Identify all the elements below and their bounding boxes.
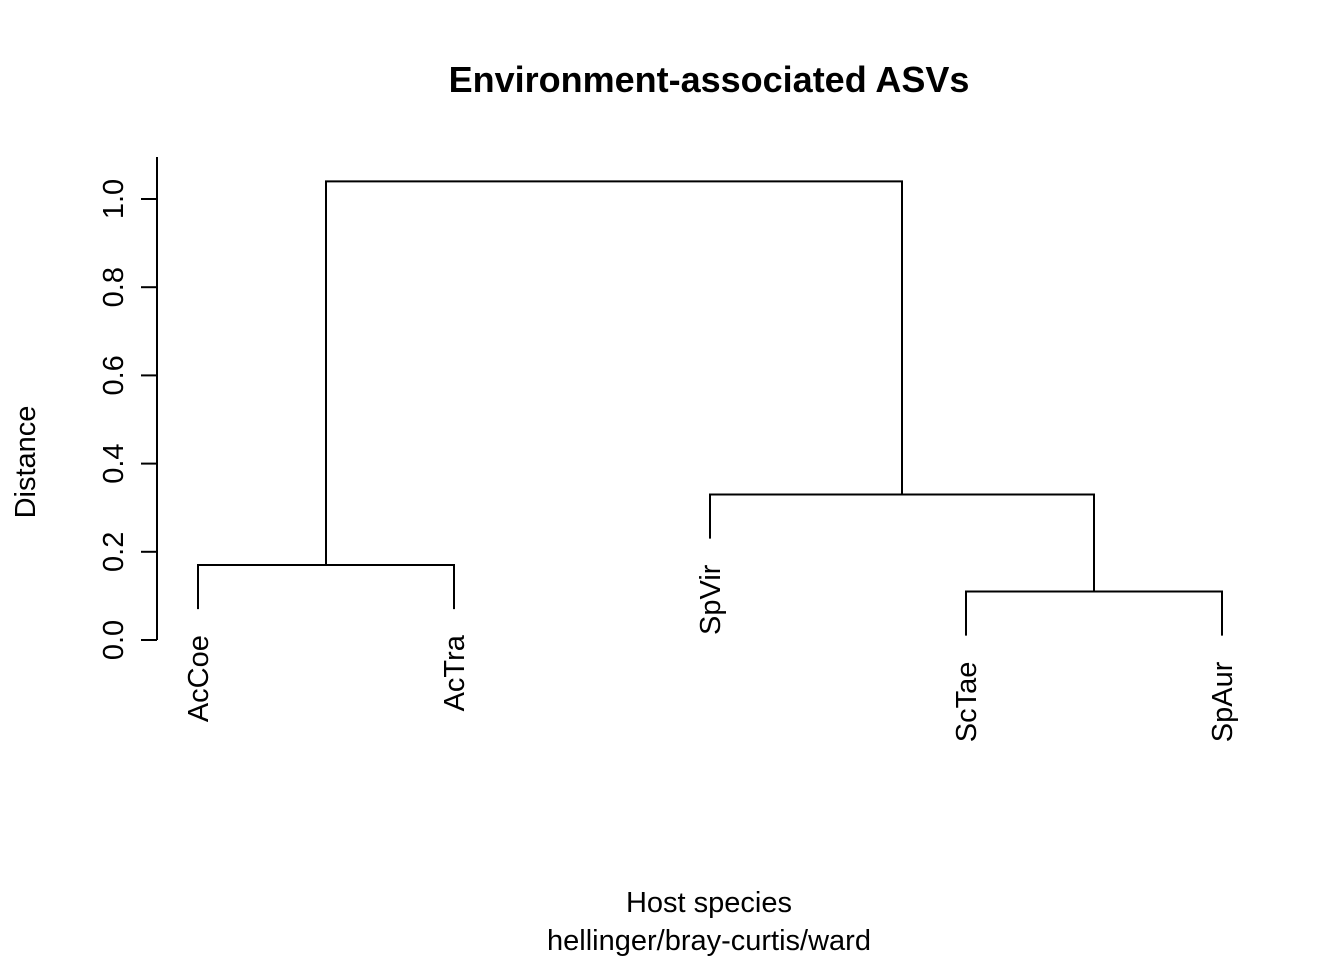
leaf-labels: AcCoe AcTra SpVir ScTae SpAur — [183, 564, 1239, 742]
y-tick-label: 0.4 — [98, 443, 130, 483]
y-tick-label: 0.2 — [98, 532, 130, 572]
dendrogram-merge — [197, 564, 455, 610]
x-axis-label: Host species — [626, 887, 792, 919]
leaf-label: AcCoe — [183, 635, 215, 722]
leaf-label: SpAur — [1207, 661, 1239, 742]
y-axis-label: Distance — [10, 406, 42, 519]
dendrogram-merge — [325, 180, 903, 566]
leaf-label: ScTae — [951, 662, 983, 743]
dendrogram-merge — [965, 590, 1223, 636]
chart-title: Environment-associated ASVs — [449, 59, 970, 100]
y-tick-label: 0.8 — [98, 267, 130, 307]
dendrogram-tree — [197, 180, 1223, 636]
leaf-label: SpVir — [695, 564, 727, 635]
dendrogram-merge — [709, 493, 1095, 592]
y-tick-label: 0.0 — [98, 620, 130, 660]
leaf-label: AcTra — [439, 634, 471, 711]
chart-subtitle: hellinger/bray-curtis/ward — [547, 925, 871, 957]
y-tick-label: 0.6 — [98, 355, 130, 395]
y-tick-label: 1.0 — [98, 179, 130, 219]
y-axis: 0.0 0.2 0.4 0.6 0.8 1.0 — [98, 157, 158, 660]
